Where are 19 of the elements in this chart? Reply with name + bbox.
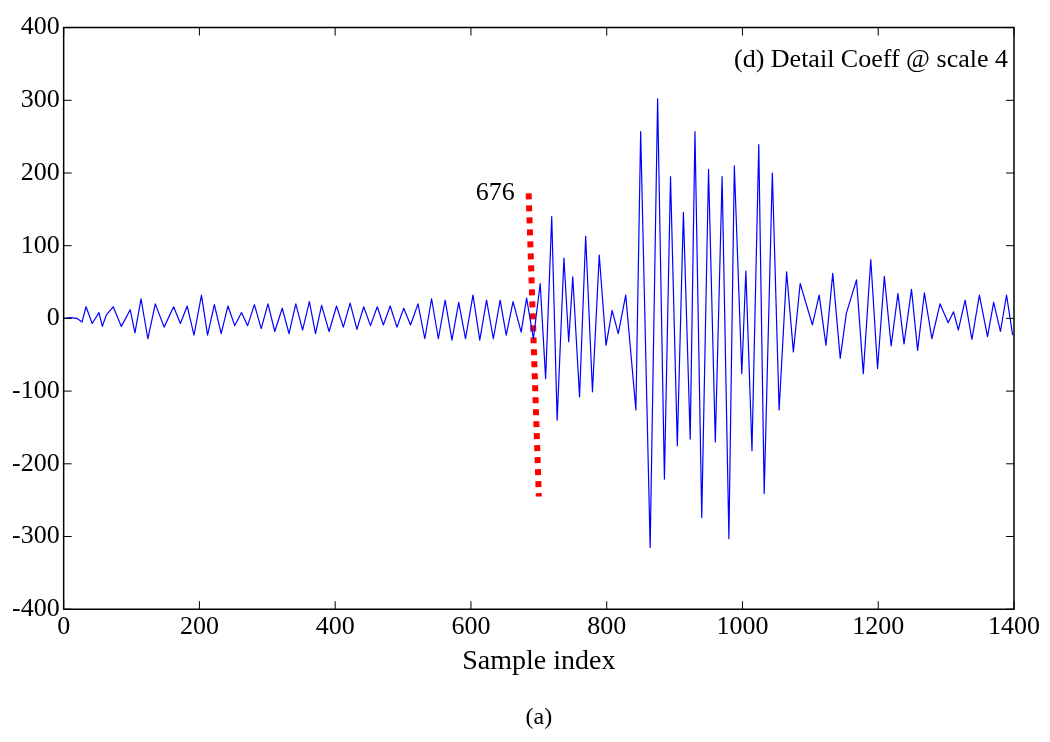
y-tick-label: -100 (11, 374, 60, 404)
annotation: 676 (475, 177, 515, 207)
x-tick-label: 200 (179, 610, 219, 640)
x-axis-title: Sample index (462, 643, 616, 675)
x-tick-label: 400 (315, 610, 355, 640)
x-tick-label: 1000 (716, 610, 769, 640)
text: (d) Detail Coeff @ scale 4 (734, 44, 1008, 74)
x-tick-label: 1400 (988, 610, 1040, 640)
x-tick-label: 600 (451, 610, 491, 640)
x-tick-label: 1200 (852, 610, 905, 640)
y-tick-label: 400 (20, 11, 60, 41)
text: (a) (525, 703, 553, 730)
y-tick-label: -200 (11, 447, 60, 477)
y-tick-label: -300 (11, 520, 60, 550)
y-tick-label: 0 (46, 302, 60, 332)
x-tick-label: 800 (587, 610, 627, 640)
y-tick-label: 200 (20, 156, 60, 186)
y-tick-label: 100 (20, 229, 60, 259)
y-tick-label: 300 (20, 84, 60, 114)
